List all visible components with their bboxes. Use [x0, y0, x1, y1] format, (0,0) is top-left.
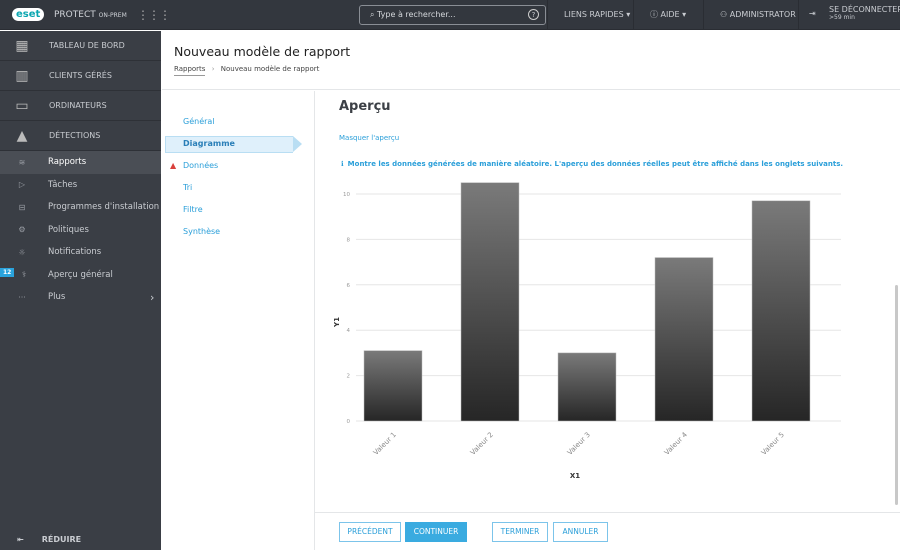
- sidebar-item-notifications[interactable]: ☼ Notifications: [0, 241, 161, 264]
- finish-button[interactable]: TERMINER: [492, 522, 548, 542]
- y-tick-label: 8: [347, 237, 351, 243]
- sidebar-item-tasks[interactable]: ▷ Tâches: [0, 174, 161, 197]
- sidebar: ▦ TABLEAU DE BORD ▥ CLIENTS GÉRÉS ▭ ORDINAT…: [0, 31, 161, 550]
- sidebar-item-policies[interactable]: ⚙ Politiques: [0, 219, 161, 242]
- step-chart[interactable]: Diagramme: [183, 139, 235, 148]
- warning-icon: ▲: [170, 161, 177, 170]
- sidebar-item-status-overview[interactable]: 12 ⚕ Aperçu général: [0, 264, 161, 287]
- bar-chart: 0 2 4 6 8 10 Valeur 1 Valeur 2 Valeur 3 Valeur 4 V…: [333, 182, 841, 480]
- previous-button[interactable]: PRÉCÉDENT: [339, 522, 401, 542]
- quick-links-menu[interactable]: LIENS RAPIDES ▾: [547, 0, 640, 30]
- chevron-right-icon: ›: [211, 65, 215, 73]
- x-tick-label: Valeur 3: [566, 431, 592, 457]
- chevron-down-icon: ▾: [626, 10, 631, 19]
- policies-icon: ⚙: [18, 225, 26, 235]
- wizard-steps: Général Diagramme ▲ Données Tri Filtre S…: [162, 91, 315, 550]
- step-sort[interactable]: Tri: [183, 183, 193, 192]
- bar[interactable]: [654, 257, 714, 422]
- section-heading: Aperçu: [339, 99, 391, 114]
- computer-icon: ▭: [15, 97, 29, 114]
- sidebar-item-reports[interactable]: ≋ Rapports: [0, 151, 161, 174]
- sidebar-item-clients[interactable]: ▥ CLIENTS GÉRÉS: [0, 61, 161, 91]
- tasks-icon: ▷: [18, 180, 26, 190]
- chevron-down-icon: ▾: [682, 10, 687, 19]
- info-icon: ℹ: [341, 160, 344, 168]
- breadcrumb-current: Nouveau modèle de rapport: [220, 65, 320, 73]
- footer-bar: [315, 512, 900, 550]
- user-menu[interactable]: ⚇ ADMINISTRATOR: [703, 0, 799, 30]
- page-title: Nouveau modèle de rapport: [174, 44, 351, 59]
- chevron-right-icon: ›: [150, 290, 155, 304]
- search-icon: ⌕: [370, 10, 375, 19]
- x-tick-label: Valeur 5: [760, 431, 786, 457]
- dashboard-icon: ▦: [15, 37, 29, 54]
- scrollbar[interactable]: [895, 285, 898, 505]
- y-tick-label: 6: [347, 283, 351, 289]
- top-bar: eset PROTECT ON-PREM ⋮⋮⋮ ⌕ Type à recher…: [0, 0, 900, 30]
- bar[interactable]: [751, 200, 811, 422]
- cancel-button[interactable]: ANNULER: [553, 522, 608, 542]
- x-tick-label: Valeur 1: [372, 431, 398, 457]
- search-input[interactable]: ⌕ Type à rechercher... ?: [359, 5, 546, 25]
- notifications-icon: ☼: [18, 247, 26, 257]
- sidebar-item-computers[interactable]: ▭ ORDINATEURS: [0, 91, 161, 121]
- step-summary[interactable]: Synthèse: [183, 227, 221, 236]
- sidebar-item-dashboard[interactable]: ▦ TABLEAU DE BORD: [0, 31, 161, 61]
- apps-grid-icon[interactable]: ⋮⋮⋮: [137, 8, 171, 22]
- more-icon: ···: [18, 292, 26, 302]
- status-icon: ⚕: [21, 270, 27, 280]
- logout-icon: ⇥: [809, 9, 816, 18]
- help-icon: ⓘ: [650, 10, 658, 19]
- warning-icon: ▲: [16, 127, 28, 144]
- eset-logo: eset: [12, 8, 45, 21]
- bar[interactable]: [460, 182, 520, 422]
- x-axis-label: X1: [570, 472, 580, 480]
- bar[interactable]: [363, 350, 423, 422]
- bar[interactable]: [557, 352, 617, 422]
- installer-icon: ⊟: [18, 202, 26, 212]
- info-message: ℹ Montre les données générées de manière …: [341, 160, 844, 168]
- step-filter[interactable]: Filtre: [183, 205, 203, 214]
- help-circle-icon[interactable]: ?: [528, 9, 539, 20]
- step-general[interactable]: Général: [183, 117, 215, 126]
- collapse-icon: ⇤: [17, 535, 24, 544]
- step-selected-highlight: [165, 136, 302, 153]
- y-tick-label: 4: [347, 328, 351, 334]
- continue-button[interactable]: CONTINUER: [405, 522, 467, 542]
- y-tick-label: 2: [347, 374, 351, 380]
- breadcrumb-reports[interactable]: Rapports: [174, 65, 206, 76]
- page-header: Nouveau modèle de rapport Rapports › Nou…: [162, 31, 900, 90]
- status-badge: 12: [0, 267, 15, 277]
- y-tick-label: 0: [347, 419, 351, 425]
- collapse-sidebar-button[interactable]: ⇤ RÉDUIRE: [17, 535, 82, 544]
- sidebar-item-installers[interactable]: ⊟ Programmes d'installation: [0, 196, 161, 219]
- help-menu[interactable]: ⓘ AIDE ▾: [633, 0, 703, 30]
- step-data[interactable]: Données: [183, 161, 219, 170]
- reports-icon: ≋: [18, 157, 26, 167]
- sidebar-item-detections[interactable]: ▲ DÉTECTIONS: [0, 121, 161, 151]
- product-name: PROTECT ON-PREM: [54, 10, 127, 20]
- y-tick-label: 10: [343, 192, 350, 198]
- x-tick-label: Valeur 2: [469, 431, 495, 457]
- breadcrumb: Rapports › Nouveau modèle de rapport: [174, 65, 320, 76]
- building-icon: ▥: [15, 67, 29, 84]
- user-icon: ⚇: [720, 10, 728, 19]
- sidebar-item-more[interactable]: ··· Plus ›: [0, 286, 161, 309]
- y-axis-label: Y1: [333, 317, 341, 328]
- search-placeholder: Type à rechercher...: [377, 10, 456, 19]
- logout-button[interactable]: ⇥ SE DÉCONNECTER >59 min: [798, 0, 900, 30]
- x-tick-label: Valeur 4: [663, 430, 689, 456]
- hide-preview-link[interactable]: Masquer l'aperçu: [339, 134, 400, 142]
